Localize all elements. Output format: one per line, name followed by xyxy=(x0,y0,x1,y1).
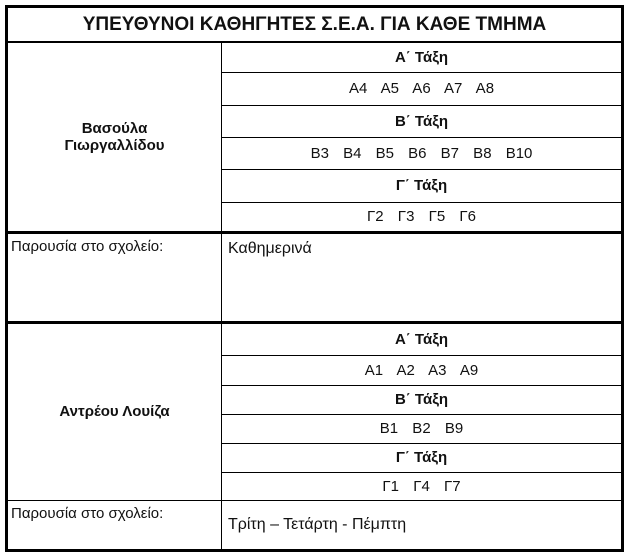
teacher-name-line: Βασούλα xyxy=(81,119,148,137)
grade-classes: Γ2 Γ3 Γ5 Γ6 xyxy=(221,201,623,234)
teacher-name: Αντρέου Λουίζα xyxy=(6,321,222,501)
grade-classes: Β3 Β4 Β5 Β6 Β7 Β8 Β10 xyxy=(221,136,623,170)
grade-header: Γ΄ Τάξη xyxy=(221,168,623,203)
grade-header: Γ΄ Τάξη xyxy=(221,442,623,473)
presence-value: Καθημερινά xyxy=(221,231,623,324)
grade-classes: Β1 Β2 Β9 xyxy=(221,413,623,444)
grade-header: Β΄ Τάξη xyxy=(221,384,623,415)
teacher-name-line: Γιωργαλλίδου xyxy=(64,136,165,154)
teacher-name: Βασούλα Γιωργαλλίδου xyxy=(6,41,222,233)
grade-classes: Γ1 Γ4 Γ7 xyxy=(221,471,623,501)
grade-classes: Α4 Α5 Α6 Α7 Α8 xyxy=(221,71,623,106)
presence-label: Παρουσία στο σχολείο: xyxy=(6,499,222,551)
grade-classes: Α1 Α2 Α3 Α9 xyxy=(221,354,623,386)
grade-header: Β΄ Τάξη xyxy=(221,104,623,138)
table-title: ΥΠΕΥΘΥΝΟΙ ΚΑΘΗΓΗΤΕΣ Σ.Ε.Α. ΓΙΑ ΚΑΘΕ ΤΜΗΜ… xyxy=(6,6,623,43)
presence-label: Παρουσία στο σχολείο: xyxy=(6,231,222,324)
presence-value: Τρίτη – Τετάρτη - Πέμπτη xyxy=(221,499,623,551)
grade-header: Α΄ Τάξη xyxy=(221,41,623,73)
teachers-table: ΥΠΕΥΘΥΝΟΙ ΚΑΘΗΓΗΤΕΣ Σ.Ε.Α. ΓΙΑ ΚΑΘΕ ΤΜΗΜ… xyxy=(5,5,624,552)
grade-header: Α΄ Τάξη xyxy=(221,321,623,356)
